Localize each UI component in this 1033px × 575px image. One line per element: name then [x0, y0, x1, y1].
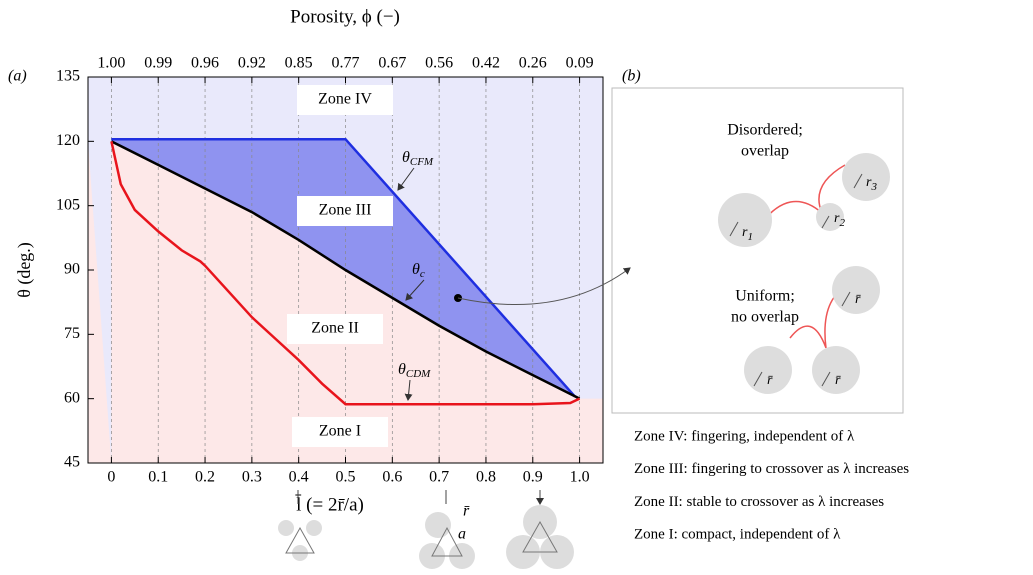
- x-tick-label: 0.3: [242, 469, 262, 486]
- top-tick-label: 0.85: [285, 55, 313, 72]
- top-tick-label: 0.96: [191, 55, 219, 72]
- zone-label: Zone II: [311, 320, 359, 337]
- x-tick-label: 0.2: [195, 469, 215, 486]
- y-tick-label: 45: [64, 454, 80, 471]
- zone-note: Zone III: fingering to crossover as λ in…: [634, 461, 909, 477]
- group-title: overlap: [741, 143, 789, 160]
- zone-note: Zone I: compact, independent of λ: [634, 527, 841, 543]
- x-tick-label: 1.0: [570, 469, 590, 486]
- group-title: no overlap: [731, 309, 799, 326]
- radius-label: r̄: [767, 373, 773, 388]
- radius-sub: 2: [839, 217, 845, 229]
- panel-label: (a): [8, 68, 27, 85]
- x-tick-label: 0.4: [289, 469, 309, 486]
- panel-label: (b): [622, 68, 641, 85]
- radius-sub: 1: [747, 231, 753, 243]
- group-title: Disordered;: [727, 122, 803, 139]
- y-tick-label: 135: [56, 68, 80, 85]
- y-tick-label: 105: [56, 196, 80, 213]
- figure: 0 0.1 0.2 0.3 0.4 0.5 0.6 0.7 0.8 0.9 1.0 1.00 0.99 0…: [0, 0, 1033, 570]
- zone-label: Zone IV: [318, 91, 372, 108]
- top-tick-label: 0.77: [332, 55, 360, 72]
- zone-note: Zone II: stable to crossover as λ increa…: [634, 494, 884, 510]
- zone-notes: Zone IV: fingering, independent of λ Zone…: [634, 428, 909, 542]
- radius-label: r̄: [855, 292, 861, 307]
- radius-label: r̄: [835, 373, 841, 388]
- y-tick-label: 120: [56, 132, 80, 149]
- x-tick-label: 0.9: [523, 469, 543, 486]
- top-tick-label: 0.56: [425, 55, 453, 72]
- x-tick-label: 0.8: [476, 469, 496, 486]
- y-tick-label: 90: [64, 261, 80, 278]
- plot: 0 0.1 0.2 0.3 0.4 0.5 0.6 0.7 0.8 0.9 1.0 1.00 0.99 0…: [56, 55, 603, 486]
- icon-label: a: [458, 526, 466, 543]
- top-tick-label: 0.26: [519, 55, 547, 72]
- group-title: Uniform;: [735, 288, 795, 305]
- radius-symbol: r̄: [767, 373, 773, 388]
- top-tick-label: 0.99: [144, 55, 172, 72]
- series-label-symbol: θ: [402, 149, 410, 166]
- series-label-sub: CDM: [406, 368, 431, 380]
- y-tick-label: 75: [64, 325, 80, 342]
- series-label-sub: CFM: [410, 156, 434, 168]
- x-tick-label: 0.6: [382, 469, 402, 486]
- top-tick-label: 0.67: [378, 55, 406, 72]
- top-axis-title: Porosity, ϕ (−): [290, 6, 400, 27]
- x-tick-label: 0.7: [429, 469, 449, 486]
- x-axis-title: l̄ (= 2r̄/a): [295, 494, 364, 515]
- y-tick-label: 60: [64, 389, 80, 406]
- zone-label: Zone III: [319, 202, 372, 219]
- top-tick-label: 0.09: [566, 55, 594, 72]
- x-tick-label: 0.5: [336, 469, 356, 486]
- top-tick-label: 0.42: [472, 55, 500, 72]
- series-label-sub: c: [420, 268, 425, 280]
- radius-sub: 3: [870, 181, 877, 193]
- series-label-symbol: θ: [398, 361, 406, 378]
- x-tick-label: 0.1: [148, 469, 168, 486]
- radius-symbol: r̄: [855, 292, 861, 307]
- zone-label: Zone I: [319, 423, 361, 440]
- top-tick-label: 0.92: [238, 55, 266, 72]
- zone-note: Zone IV: fingering, independent of λ: [634, 428, 855, 444]
- series-label-symbol: θ: [412, 261, 420, 278]
- y-axis-title: θ (deg.): [14, 242, 35, 298]
- radius-symbol: r̄: [835, 373, 841, 388]
- icon-label: r̄: [463, 503, 470, 520]
- x-tick-label: 0: [107, 469, 115, 486]
- top-tick-label: 1.00: [97, 55, 125, 72]
